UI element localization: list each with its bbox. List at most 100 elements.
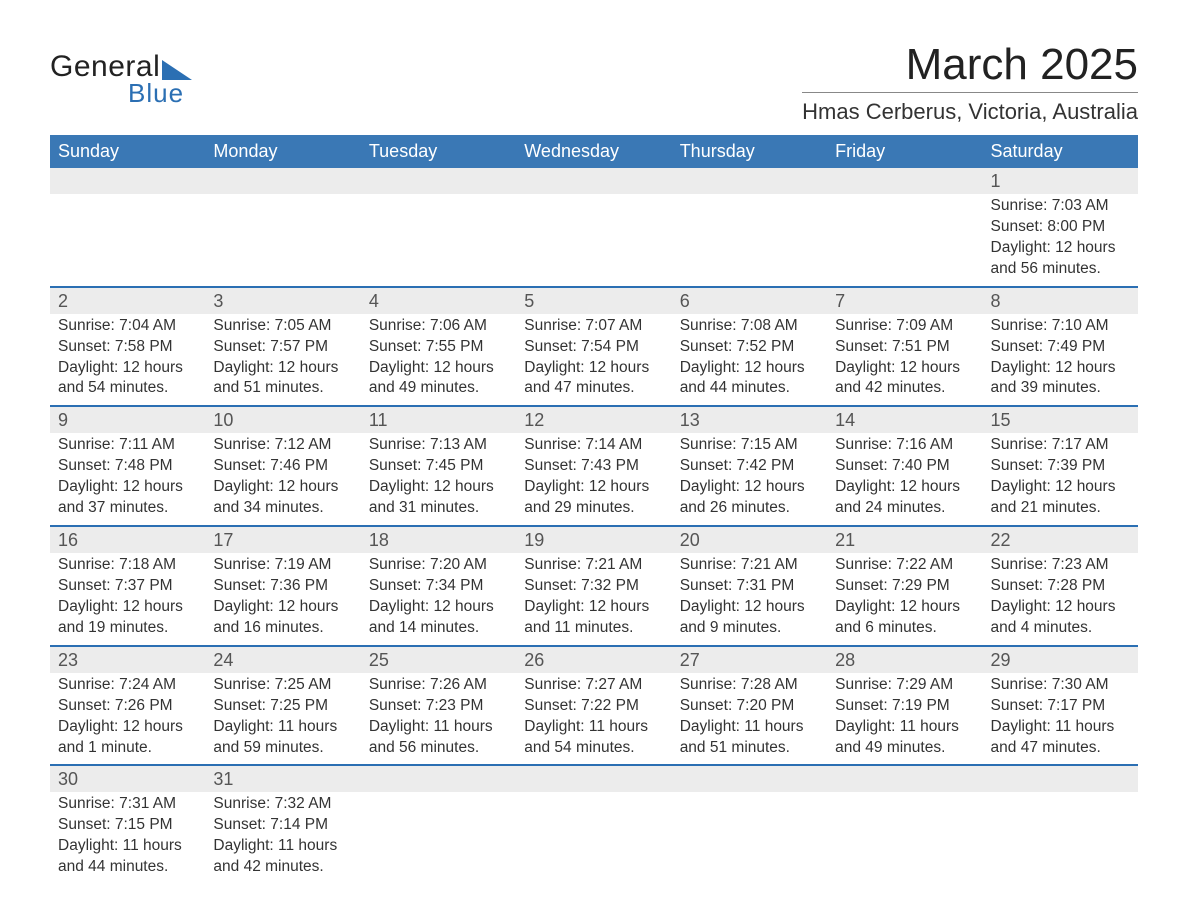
day-info-cell: Sunrise: 7:26 AMSunset: 7:23 PMDaylight:…	[361, 673, 516, 766]
day-number-cell: 6	[672, 287, 827, 314]
day-info-cell: Sunrise: 7:19 AMSunset: 7:36 PMDaylight:…	[205, 553, 360, 646]
sunset-text: Sunset: 7:19 PM	[835, 696, 974, 717]
day-info-cell: Sunrise: 7:31 AMSunset: 7:15 PMDaylight:…	[50, 792, 205, 884]
day-number-row: 1	[50, 168, 1138, 194]
sunrise-text: Sunrise: 7:25 AM	[213, 675, 352, 696]
sunrise-text: Sunrise: 7:15 AM	[680, 435, 819, 456]
sunset-text: Sunset: 7:43 PM	[524, 456, 663, 477]
sunset-text: Sunset: 7:57 PM	[213, 337, 352, 358]
day-number-row: 9101112131415	[50, 406, 1138, 433]
day-number-cell	[361, 168, 516, 194]
sunset-text: Sunset: 7:46 PM	[213, 456, 352, 477]
logo-triangle-icon	[162, 60, 192, 80]
sunrise-text: Sunrise: 7:18 AM	[58, 555, 197, 576]
sunset-text: Sunset: 7:36 PM	[213, 576, 352, 597]
daylight-text: Daylight: 12 hours and 29 minutes.	[524, 477, 663, 519]
day-number-cell	[516, 168, 671, 194]
daylight-text: Daylight: 12 hours and 37 minutes.	[58, 477, 197, 519]
daylight-text: Daylight: 12 hours and 39 minutes.	[991, 358, 1130, 400]
calendar-table: Sunday Monday Tuesday Wednesday Thursday…	[50, 135, 1138, 884]
weekday-header: Tuesday	[361, 135, 516, 168]
daylight-text: Daylight: 12 hours and 21 minutes.	[991, 477, 1130, 519]
daylight-text: Daylight: 12 hours and 47 minutes.	[524, 358, 663, 400]
day-info-cell	[361, 792, 516, 884]
sunrise-text: Sunrise: 7:09 AM	[835, 316, 974, 337]
day-number-cell	[672, 765, 827, 792]
daylight-text: Daylight: 12 hours and 4 minutes.	[991, 597, 1130, 639]
day-info-cell: Sunrise: 7:05 AMSunset: 7:57 PMDaylight:…	[205, 314, 360, 407]
day-info-cell	[827, 194, 982, 287]
logo-text-blue: Blue	[128, 78, 184, 109]
day-number-cell: 17	[205, 526, 360, 553]
day-info-cell: Sunrise: 7:09 AMSunset: 7:51 PMDaylight:…	[827, 314, 982, 407]
day-info-cell: Sunrise: 7:03 AMSunset: 8:00 PMDaylight:…	[983, 194, 1138, 287]
day-number-row: 2345678	[50, 287, 1138, 314]
sunrise-text: Sunrise: 7:21 AM	[524, 555, 663, 576]
day-number-cell: 16	[50, 526, 205, 553]
day-number-cell: 29	[983, 646, 1138, 673]
sunrise-text: Sunrise: 7:31 AM	[58, 794, 197, 815]
day-number-cell: 27	[672, 646, 827, 673]
daylight-text: Daylight: 12 hours and 54 minutes.	[58, 358, 197, 400]
daylight-text: Daylight: 12 hours and 9 minutes.	[680, 597, 819, 639]
title-block: March 2025 Hmas Cerberus, Victoria, Aust…	[802, 40, 1138, 125]
day-number-cell: 18	[361, 526, 516, 553]
sunset-text: Sunset: 7:25 PM	[213, 696, 352, 717]
daylight-text: Daylight: 12 hours and 24 minutes.	[835, 477, 974, 519]
daylight-text: Daylight: 12 hours and 6 minutes.	[835, 597, 974, 639]
sunset-text: Sunset: 7:15 PM	[58, 815, 197, 836]
sunset-text: Sunset: 7:14 PM	[213, 815, 352, 836]
daylight-text: Daylight: 11 hours and 44 minutes.	[58, 836, 197, 878]
sunset-text: Sunset: 7:32 PM	[524, 576, 663, 597]
sunset-text: Sunset: 7:22 PM	[524, 696, 663, 717]
day-info-cell: Sunrise: 7:30 AMSunset: 7:17 PMDaylight:…	[983, 673, 1138, 766]
title-underline	[802, 92, 1138, 93]
day-info-cell	[205, 194, 360, 287]
sunrise-text: Sunrise: 7:29 AM	[835, 675, 974, 696]
day-number-row: 16171819202122	[50, 526, 1138, 553]
day-number-cell	[50, 168, 205, 194]
day-number-cell: 25	[361, 646, 516, 673]
day-number-cell	[516, 765, 671, 792]
sunrise-text: Sunrise: 7:05 AM	[213, 316, 352, 337]
day-info-cell	[672, 792, 827, 884]
day-number-cell: 12	[516, 406, 671, 433]
weekday-header: Friday	[827, 135, 982, 168]
sunrise-text: Sunrise: 7:22 AM	[835, 555, 974, 576]
day-number-cell: 31	[205, 765, 360, 792]
daylight-text: Daylight: 12 hours and 14 minutes.	[369, 597, 508, 639]
sunset-text: Sunset: 7:45 PM	[369, 456, 508, 477]
sunrise-text: Sunrise: 7:12 AM	[213, 435, 352, 456]
daylight-text: Daylight: 12 hours and 16 minutes.	[213, 597, 352, 639]
sunset-text: Sunset: 7:48 PM	[58, 456, 197, 477]
day-number-cell: 14	[827, 406, 982, 433]
day-number-cell: 30	[50, 765, 205, 792]
weekday-header: Sunday	[50, 135, 205, 168]
day-info-row: Sunrise: 7:24 AMSunset: 7:26 PMDaylight:…	[50, 673, 1138, 766]
day-info-cell	[516, 194, 671, 287]
day-info-cell: Sunrise: 7:06 AMSunset: 7:55 PMDaylight:…	[361, 314, 516, 407]
day-number-cell: 21	[827, 526, 982, 553]
sunrise-text: Sunrise: 7:30 AM	[991, 675, 1130, 696]
sunrise-text: Sunrise: 7:03 AM	[991, 196, 1130, 217]
sunrise-text: Sunrise: 7:07 AM	[524, 316, 663, 337]
day-number-cell: 22	[983, 526, 1138, 553]
day-number-row: 3031	[50, 765, 1138, 792]
day-number-row: 23242526272829	[50, 646, 1138, 673]
day-info-row: Sunrise: 7:04 AMSunset: 7:58 PMDaylight:…	[50, 314, 1138, 407]
sunset-text: Sunset: 7:39 PM	[991, 456, 1130, 477]
day-info-cell: Sunrise: 7:20 AMSunset: 7:34 PMDaylight:…	[361, 553, 516, 646]
day-info-cell: Sunrise: 7:08 AMSunset: 7:52 PMDaylight:…	[672, 314, 827, 407]
daylight-text: Daylight: 12 hours and 44 minutes.	[680, 358, 819, 400]
day-number-cell: 11	[361, 406, 516, 433]
day-info-cell: Sunrise: 7:29 AMSunset: 7:19 PMDaylight:…	[827, 673, 982, 766]
weekday-header: Saturday	[983, 135, 1138, 168]
weekday-header: Thursday	[672, 135, 827, 168]
day-number-cell: 13	[672, 406, 827, 433]
day-info-cell: Sunrise: 7:24 AMSunset: 7:26 PMDaylight:…	[50, 673, 205, 766]
sunrise-text: Sunrise: 7:27 AM	[524, 675, 663, 696]
day-info-row: Sunrise: 7:18 AMSunset: 7:37 PMDaylight:…	[50, 553, 1138, 646]
day-number-cell	[361, 765, 516, 792]
day-number-cell: 23	[50, 646, 205, 673]
day-info-cell: Sunrise: 7:23 AMSunset: 7:28 PMDaylight:…	[983, 553, 1138, 646]
